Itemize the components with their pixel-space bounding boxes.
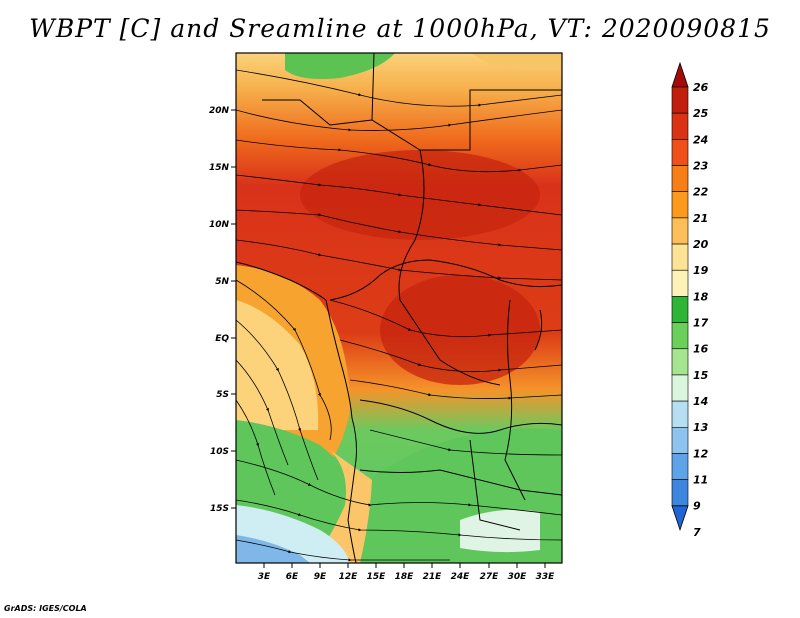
colorbar-swatch [671, 86, 689, 114]
lon-label-12e: 12E [339, 572, 359, 582]
lon-label-30e: 30E [508, 572, 528, 582]
colorbar-label: 16 [693, 343, 709, 356]
map-frame [235, 52, 563, 564]
colorbar-swatch [671, 426, 689, 454]
lon-label-9e: 9E [314, 572, 327, 582]
colorbar-swatch [671, 191, 689, 219]
colorbar-label: 11 [693, 473, 708, 486]
colorbar-label: 21 [693, 212, 708, 225]
lat-label-5s: 5S [216, 390, 229, 400]
colorbar-label: 26 [693, 81, 709, 94]
colorbar-label: 24 [693, 133, 708, 146]
colorbar-label: 13 [693, 421, 709, 434]
colorbar-label: 25 [693, 107, 709, 120]
map-field [236, 53, 562, 563]
lon-label-15e: 15E [367, 572, 387, 582]
colorbar-swatch [671, 322, 689, 350]
colorbar-swatch [671, 112, 689, 140]
colorbar-swatch [671, 453, 689, 480]
colorbar-swatch [671, 217, 689, 245]
lat-label-10s: 10S [210, 447, 229, 457]
colorbar-label: 15 [693, 369, 709, 382]
colorbar-label: 18 [693, 290, 709, 303]
colorbar-bottom-arrow [671, 505, 689, 532]
lat-label-eq: EQ [215, 334, 229, 344]
colorbar-swatch [671, 296, 689, 323]
longitude-axis: 3E 6E 9E 12E 15E 18E 21E 24E 27E 30E 33E [258, 563, 555, 582]
lat-label-10n: 10N [209, 220, 230, 230]
lat-label-15n: 15N [209, 163, 230, 173]
colorbar-label: 23 [693, 159, 709, 172]
lat-label-20n: 20N [209, 106, 230, 116]
colorbar-label: 14 [693, 395, 708, 408]
colorbar-label: 17 [693, 316, 709, 329]
colorbar-label: 20 [693, 238, 709, 251]
colorbar-label: 9 [693, 500, 701, 513]
colorbar-swatch [671, 139, 689, 166]
colorbar-swatch [671, 269, 689, 297]
lon-label-24e: 24E [451, 572, 471, 582]
colorbar-swatch [671, 479, 689, 507]
lon-label-27e: 27E [480, 572, 500, 582]
colorbar-swatch [671, 243, 689, 271]
grads-credit: GrADS: IGES/COLA [4, 604, 87, 613]
lon-label-21e: 21E [423, 572, 443, 582]
colorbar-swatch [671, 165, 689, 193]
colorbar-label: 22 [693, 186, 709, 199]
colorbar-swatch [671, 348, 689, 376]
lon-label-3e: 3E [258, 572, 271, 582]
colorbar-swatch [671, 374, 689, 402]
colorbar-top-arrow [671, 61, 689, 88]
colorbar-label: 7 [693, 526, 701, 539]
colorbar: 26 25 24 23 22 21 20 19 18 17 16 15 14 13 12 11 9 7 [671, 61, 709, 539]
colorbar-label: 12 [693, 447, 709, 460]
lon-label-6e: 6E [286, 572, 299, 582]
colorbar-swatch [671, 400, 689, 428]
lon-label-33e: 33E [536, 572, 556, 582]
colorbar-label: 19 [693, 264, 709, 277]
latitude-axis: 20N 15N 10N 5N EQ 5S 10S 15S [209, 106, 236, 514]
lat-label-15s: 15S [210, 504, 229, 514]
map-title: WBPT [C] and Sreamline at 1000hPa, VT: 2… [29, 14, 771, 43]
lat-label-5n: 5N [215, 277, 229, 287]
lon-label-18e: 18E [395, 572, 415, 582]
